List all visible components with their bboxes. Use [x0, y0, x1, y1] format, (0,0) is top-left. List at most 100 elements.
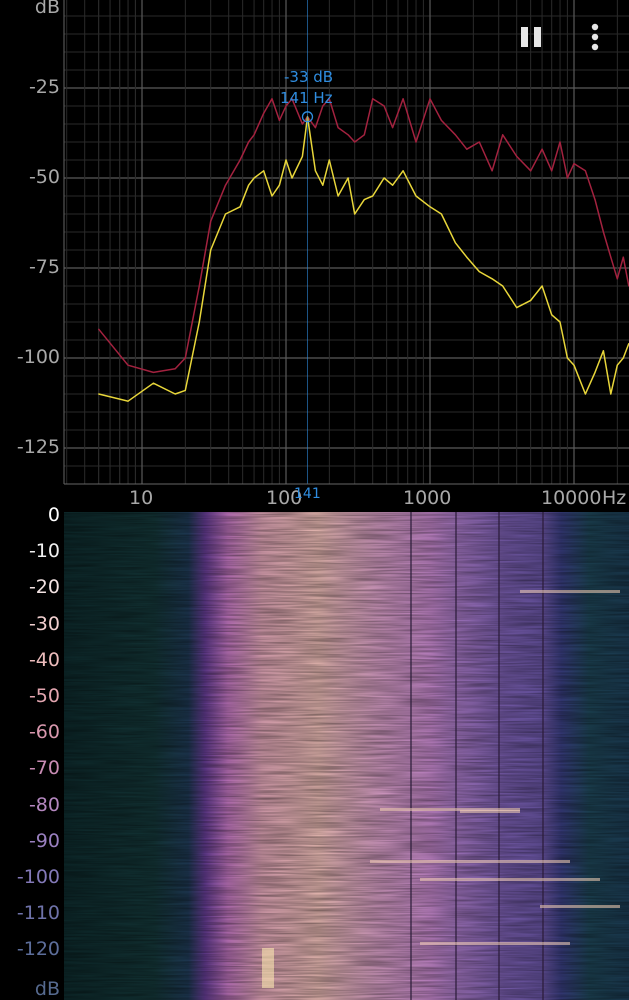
spectrogram-streak: [380, 808, 520, 811]
data-point: [454, 134, 456, 136]
data-point: [573, 364, 575, 366]
data-point: [616, 364, 618, 366]
data-point: [541, 148, 543, 150]
data-point: [415, 141, 417, 143]
data-point: [383, 105, 385, 107]
data-point: [224, 184, 227, 186]
data-point: [285, 105, 287, 107]
data-point: [530, 299, 532, 301]
data-point: [440, 213, 442, 215]
data-point: [347, 177, 349, 179]
x-tick-label: 100: [266, 487, 303, 509]
spectrogram-streak: [420, 878, 600, 881]
data-point: [301, 123, 303, 125]
data-point: [372, 195, 374, 197]
data-point: [454, 242, 456, 244]
data-point: [354, 141, 356, 143]
data-point: [278, 184, 280, 186]
data-point: [152, 382, 154, 384]
y-unit-label: dB: [34, 0, 60, 18]
y-tick-label: -75: [28, 256, 60, 278]
more-options-button[interactable]: [582, 22, 608, 52]
data-point: [566, 177, 569, 179]
data-point: [392, 184, 394, 186]
data-point: [198, 285, 200, 287]
data-point: [337, 195, 339, 197]
spectrogram-tick-label: -90: [28, 829, 60, 852]
data-point: [239, 159, 241, 161]
data-point: [594, 199, 596, 201]
data-point: [253, 134, 255, 136]
data-point: [198, 321, 200, 323]
data-point: [98, 328, 100, 330]
data-point: [530, 170, 532, 172]
data-point: [127, 400, 129, 402]
y-tick-label: -50: [28, 166, 60, 188]
data-point: [584, 393, 587, 395]
spectrogram-tick-label: -100: [16, 866, 60, 888]
data-point: [291, 98, 293, 100]
data-point: [402, 98, 404, 100]
data-point: [174, 393, 176, 395]
data-point: [271, 195, 273, 197]
data-point: [278, 119, 280, 121]
spectrogram-streak: [540, 905, 620, 908]
data-point: [263, 112, 265, 114]
spectrogram-tick-label: -120: [16, 938, 60, 961]
data-point: [622, 357, 624, 359]
spectrogram-streak: [460, 810, 520, 813]
data-point: [248, 141, 250, 143]
data-point: [602, 231, 605, 233]
data-point: [541, 285, 543, 287]
data-point: [502, 134, 504, 136]
data-point: [291, 177, 293, 179]
data-point: [314, 127, 316, 129]
data-point: [415, 195, 417, 197]
data-point: [301, 155, 303, 157]
data-point: [383, 177, 385, 179]
data-point: [328, 98, 330, 100]
x-tick-label: 1000: [403, 487, 452, 509]
data-point: [610, 256, 612, 258]
data-point: [392, 127, 394, 129]
peak-marker: [301, 111, 314, 123]
spectrum-plot[interactable]: [0, 0, 629, 512]
y-tick-label: -125: [16, 436, 60, 458]
data-point: [584, 170, 587, 172]
data-point: [337, 127, 339, 129]
spectrogram-texture: [64, 512, 629, 1000]
data-point: [363, 134, 365, 136]
spectrogram-highlight: [262, 948, 274, 988]
y-tick-label: -25: [28, 76, 60, 98]
data-point: [224, 213, 227, 215]
spectrogram-tick-label: -110: [16, 902, 60, 925]
data-point: [314, 170, 316, 172]
data-point: [372, 98, 374, 100]
data-point: [551, 170, 553, 172]
data-point: [127, 364, 129, 366]
data-point: [502, 285, 504, 287]
data-point: [491, 278, 493, 280]
cursor-frequency-label: 141: [294, 486, 321, 502]
data-point: [347, 134, 349, 136]
pause-button[interactable]: [516, 22, 546, 52]
plot-area: [64, 0, 629, 484]
data-point: [263, 170, 265, 172]
x-unit-label: Hz: [602, 487, 627, 509]
data-point: [253, 177, 255, 179]
data-point: [478, 271, 480, 273]
data-point: [184, 357, 186, 359]
data-point: [271, 98, 273, 100]
data-point: [466, 148, 468, 150]
spectrogram-unit-label: dB: [34, 978, 60, 1000]
data-point: [559, 321, 561, 323]
spectrogram-tick-label: -30: [28, 612, 60, 635]
spectrogram-tick-label: 0: [47, 504, 60, 526]
data-point: [602, 350, 605, 352]
data-point: [174, 368, 176, 370]
data-point: [328, 159, 330, 161]
x-tick-label: 10: [129, 487, 154, 509]
y-tick-label: -100: [16, 346, 60, 368]
spectrogram-tick-label: -60: [28, 721, 60, 744]
data-point: [559, 141, 561, 143]
